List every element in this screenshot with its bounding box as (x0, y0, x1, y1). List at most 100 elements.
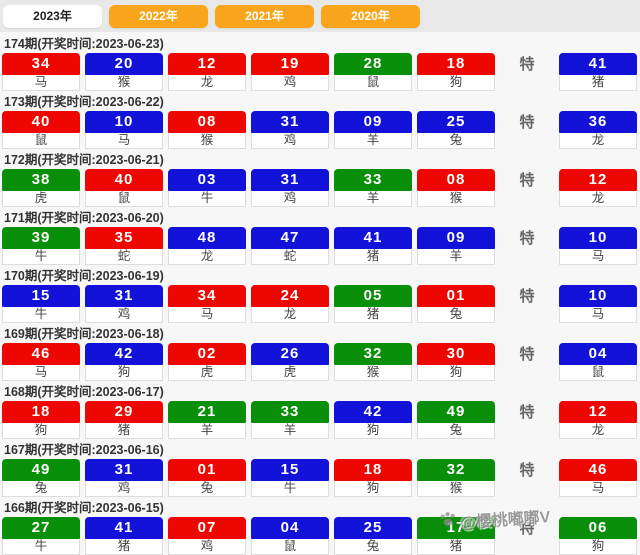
special-label: 特 (519, 462, 535, 479)
special-label: 特 (519, 172, 535, 189)
ball-zodiac: 猴 (334, 365, 412, 381)
ball-zodiac: 牛 (251, 481, 329, 497)
ball-zodiac: 猪 (334, 249, 412, 265)
ball-number: 41 (559, 53, 637, 75)
ball-zodiac: 牛 (2, 307, 80, 323)
ball-number: 36 (559, 111, 637, 133)
ball-number: 18 (417, 53, 495, 75)
ball-zodiac: 狗 (559, 539, 637, 555)
ball-number: 39 (2, 227, 80, 249)
number-ball: 28 鼠 (334, 53, 412, 91)
special-label: 特 (519, 288, 535, 305)
ball-number: 46 (559, 459, 637, 481)
ball-zodiac: 马 (2, 365, 80, 381)
ball-zodiac: 羊 (334, 191, 412, 207)
ball-number: 04 (559, 343, 637, 365)
number-ball: 40 鼠 (2, 111, 80, 149)
ball-zodiac: 马 (2, 75, 80, 91)
ball-zodiac: 兔 (2, 481, 80, 497)
ball-zodiac: 鼠 (251, 539, 329, 555)
number-ball: 18 狗 (2, 401, 80, 439)
ball-zodiac: 鼠 (559, 365, 637, 381)
ball-zodiac: 猪 (334, 307, 412, 323)
ball-number: 41 (85, 517, 163, 539)
tab-2023年[interactable]: 2023年 (3, 5, 102, 28)
number-ball: 24 龙 (251, 285, 329, 323)
tab-2020年[interactable]: 2020年 (321, 5, 420, 28)
ball-row: 34 马 20 猴 12 龙 19 鸡 28 鼠 18 狗特 41 猪 (2, 53, 637, 91)
ball-number: 32 (417, 459, 495, 481)
number-ball: 47 蛇 (251, 227, 329, 265)
ball-number: 07 (168, 517, 246, 539)
ball-zodiac: 马 (559, 307, 637, 323)
special-label: 特 (519, 404, 535, 421)
ball-number: 15 (2, 285, 80, 307)
special-ball: 46 马 (559, 459, 637, 497)
ball-number: 19 (251, 53, 329, 75)
ball-row: 49 兔 31 鸡 01 兔 15 牛 18 狗 32 猴特 46 马 (2, 459, 637, 497)
ball-number: 48 (168, 227, 246, 249)
ball-zodiac: 龙 (559, 133, 637, 149)
number-ball: 05 猪 (334, 285, 412, 323)
ball-zodiac: 鸡 (251, 191, 329, 207)
ball-number: 26 (251, 343, 329, 365)
special-ball: 06 狗 (559, 517, 637, 555)
ball-number: 33 (334, 169, 412, 191)
number-ball: 02 虎 (168, 343, 246, 381)
special-ball: 36 龙 (559, 111, 637, 149)
result-group: 171期(开奖时间:2023-06-20) 39 牛 35 蛇 48 龙 47 蛇 41 猪 09 羊特… (2, 208, 637, 265)
tab-2022年[interactable]: 2022年 (109, 5, 208, 28)
ball-row: 40 鼠 10 马 08 猴 31 鸡 09 羊 25 兔特 36 龙 (2, 111, 637, 149)
ball-number: 10 (85, 111, 163, 133)
ball-zodiac: 狗 (85, 365, 163, 381)
ball-zodiac: 马 (559, 249, 637, 265)
number-ball: 34 马 (168, 285, 246, 323)
number-ball: 31 鸡 (251, 169, 329, 207)
ball-zodiac: 鸡 (251, 75, 329, 91)
ball-zodiac: 猪 (559, 75, 637, 91)
ball-number: 01 (168, 459, 246, 481)
number-ball: 15 牛 (251, 459, 329, 497)
number-ball: 12 龙 (168, 53, 246, 91)
ball-zodiac: 兔 (417, 307, 495, 323)
result-group: 174期(开奖时间:2023-06-23) 34 马 20 猴 12 龙 19 鸡 28 鼠 18 狗特… (2, 34, 637, 91)
number-ball: 17 猪 (417, 517, 495, 555)
number-ball: 42 狗 (334, 401, 412, 439)
ball-number: 03 (168, 169, 246, 191)
ball-number: 38 (2, 169, 80, 191)
number-ball: 41 猪 (334, 227, 412, 265)
result-group: 169期(开奖时间:2023-06-18) 46 马 42 狗 02 虎 26 虎 32 猴 30 狗特… (2, 324, 637, 381)
number-ball: 25 兔 (334, 517, 412, 555)
number-ball: 33 羊 (251, 401, 329, 439)
number-ball: 31 鸡 (85, 285, 163, 323)
ball-zodiac: 虎 (168, 365, 246, 381)
result-group: 166期(开奖时间:2023-06-15) 27 牛 41 猪 07 鸡 04 鼠 25 兔 17 猪特… (2, 498, 637, 555)
ball-number: 42 (334, 401, 412, 423)
tab-2021年[interactable]: 2021年 (215, 5, 314, 28)
ball-zodiac: 猪 (417, 539, 495, 555)
ball-zodiac: 猴 (168, 133, 246, 149)
ball-zodiac: 虎 (251, 365, 329, 381)
number-ball: 40 鼠 (85, 169, 163, 207)
ball-number: 42 (85, 343, 163, 365)
ball-zodiac: 猪 (85, 539, 163, 555)
ball-number: 31 (251, 169, 329, 191)
ball-number: 49 (417, 401, 495, 423)
number-ball: 41 猪 (85, 517, 163, 555)
ball-number: 18 (334, 459, 412, 481)
ball-row: 18 狗 29 猪 21 羊 33 羊 42 狗 49 兔特 12 龙 (2, 401, 637, 439)
number-ball: 25 兔 (417, 111, 495, 149)
ball-zodiac: 牛 (168, 191, 246, 207)
ball-zodiac: 牛 (2, 539, 80, 555)
ball-number: 33 (251, 401, 329, 423)
ball-zodiac: 龙 (168, 75, 246, 91)
number-ball: 26 虎 (251, 343, 329, 381)
special-label: 特 (519, 114, 535, 131)
ball-zodiac: 蛇 (85, 249, 163, 265)
number-ball: 04 鼠 (251, 517, 329, 555)
ball-zodiac: 兔 (417, 133, 495, 149)
number-ball: 01 兔 (168, 459, 246, 497)
ball-number: 40 (85, 169, 163, 191)
special-label: 特 (519, 520, 535, 537)
number-ball: 20 猴 (85, 53, 163, 91)
